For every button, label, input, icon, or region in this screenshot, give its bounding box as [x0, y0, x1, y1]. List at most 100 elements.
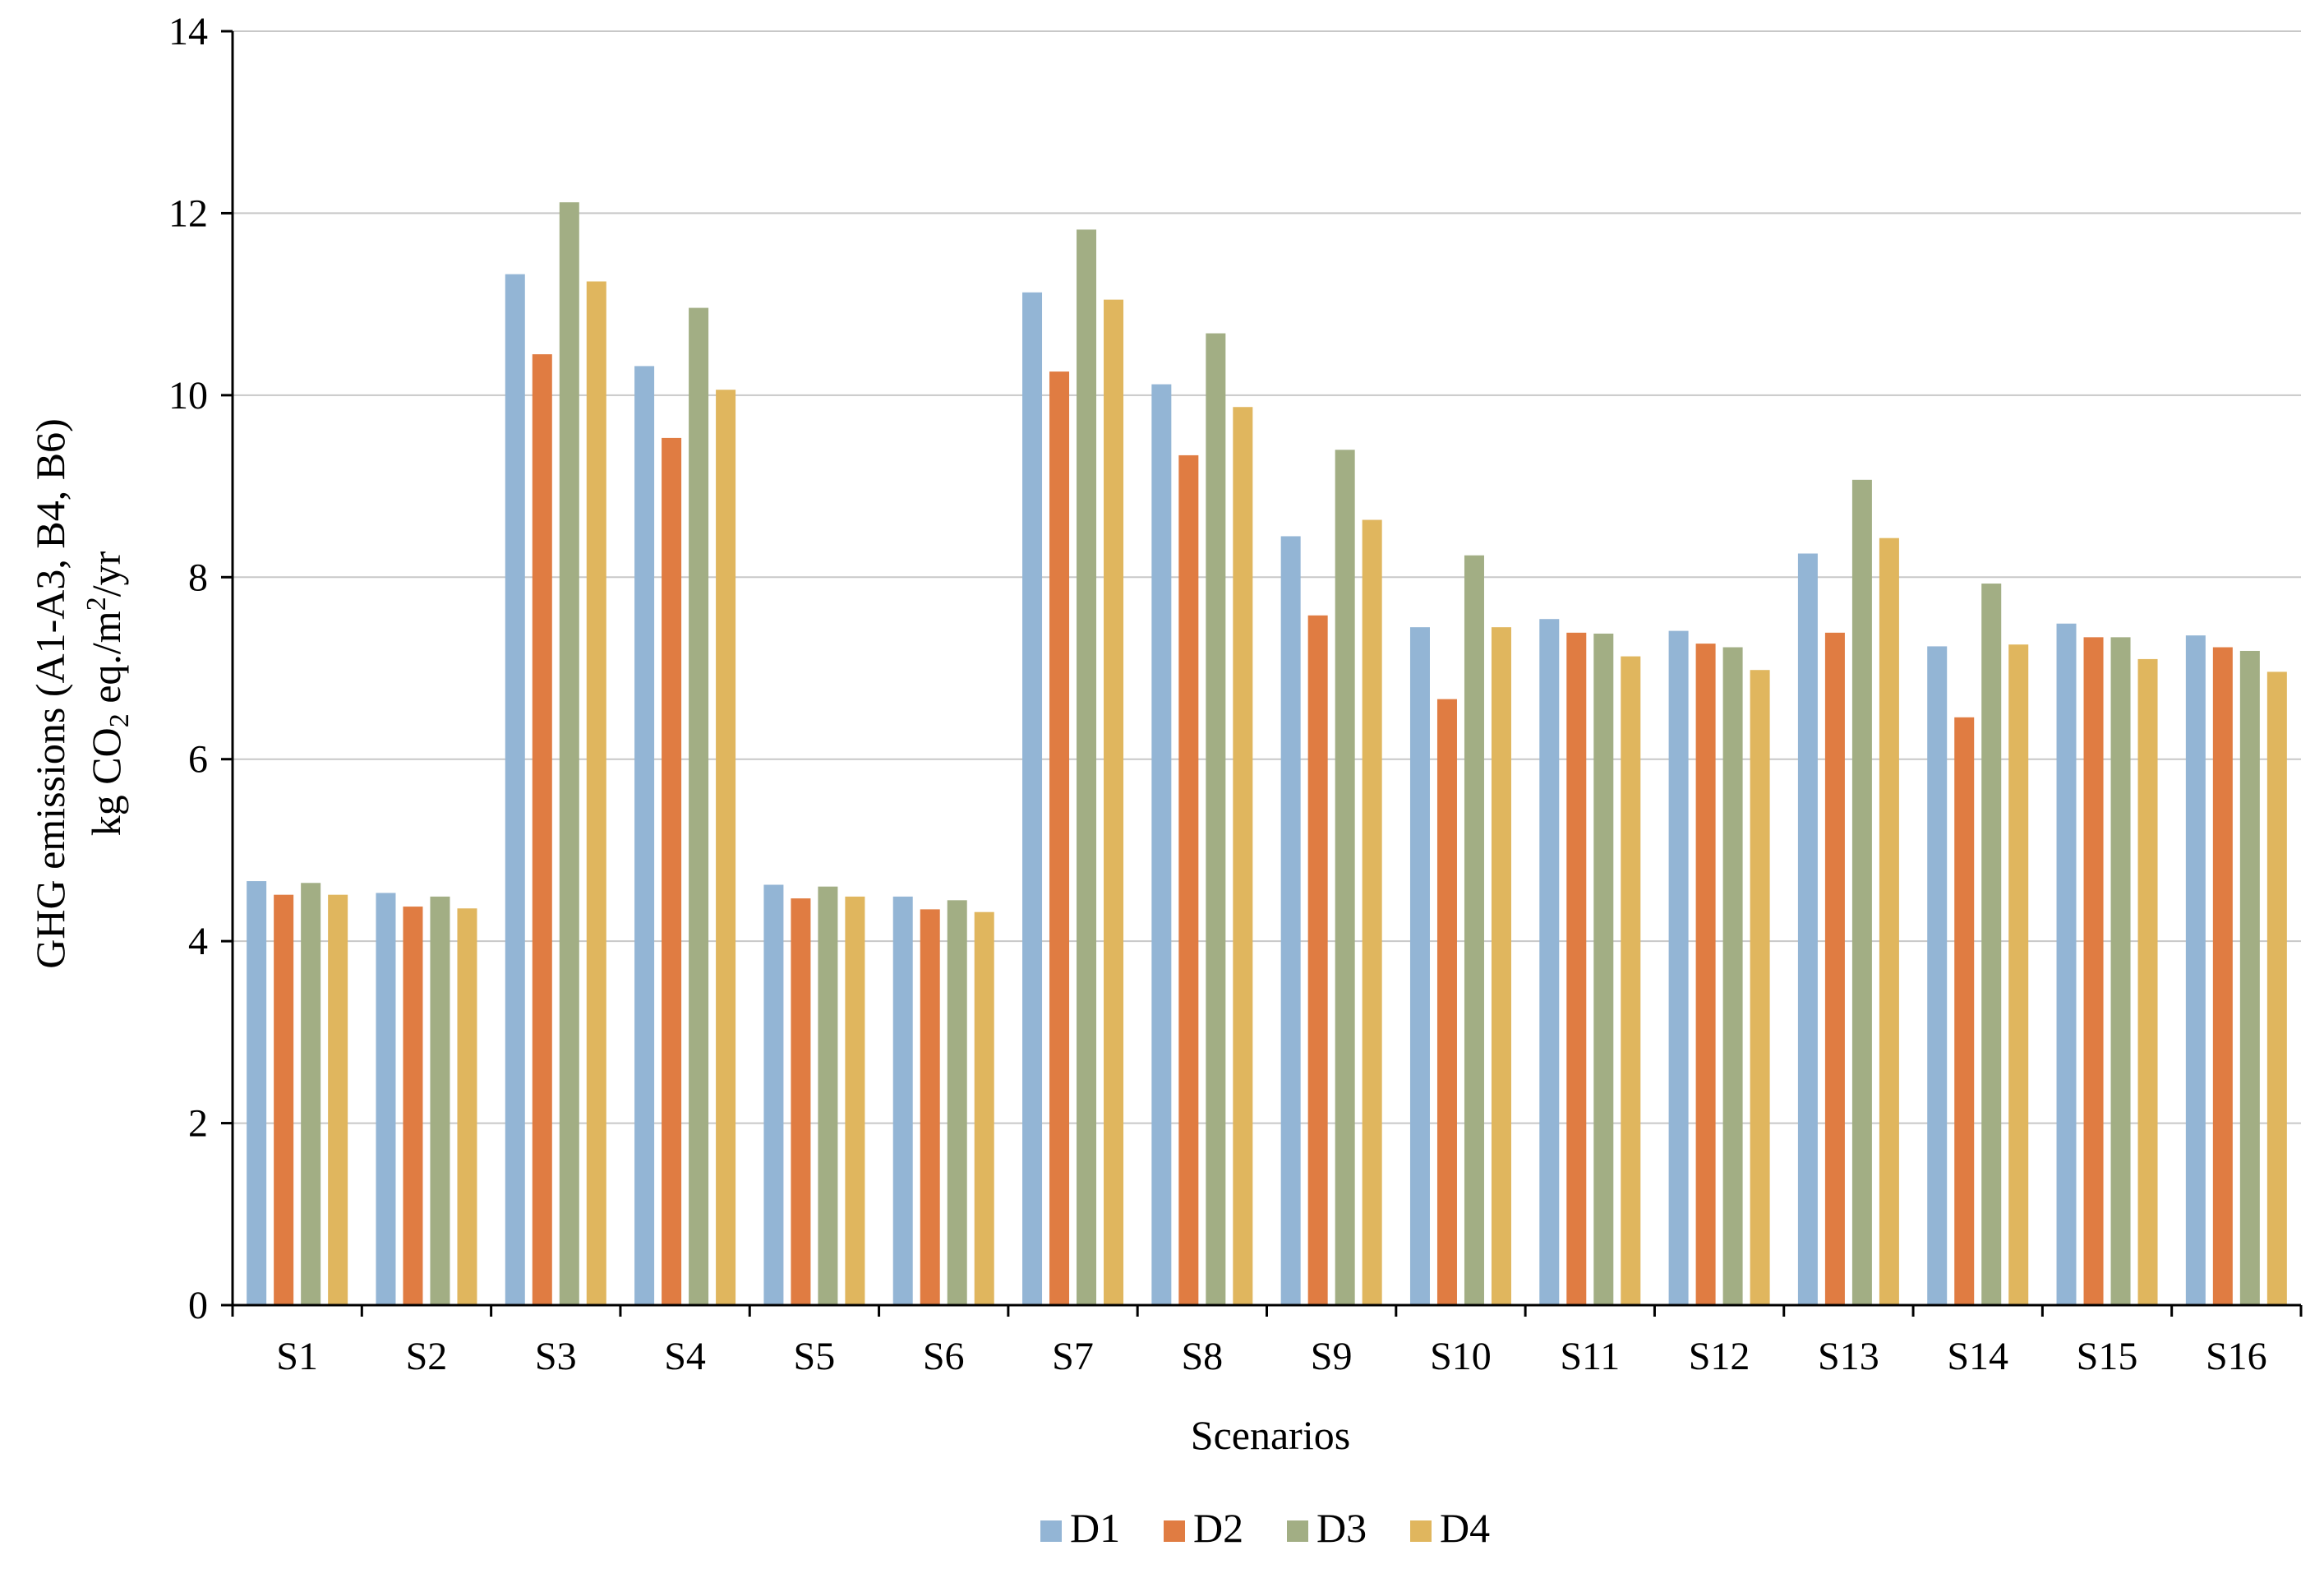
legend-swatch-D4 [1410, 1520, 1432, 1542]
bar-D4-S9 [1362, 519, 1382, 1305]
bar-D4-S10 [1491, 627, 1511, 1305]
bar-D4-S8 [1233, 407, 1253, 1305]
x-tick-label: S10 [1430, 1335, 1492, 1378]
bar-D3-S16 [2239, 650, 2260, 1305]
bar-D1-S2 [376, 893, 396, 1305]
bar-D3-S12 [1722, 647, 1743, 1305]
x-tick-label: S15 [2077, 1335, 2138, 1378]
y-tick-label: 8 [188, 556, 208, 599]
bar-D2-S2 [403, 907, 423, 1305]
bar-D1-S16 [2185, 635, 2206, 1305]
bar-D4-S13 [1879, 538, 1899, 1305]
bar-D3-S3 [559, 202, 579, 1306]
bar-D3-S6 [947, 900, 967, 1305]
legend: D1 D2 D3 D4 [1040, 1505, 1490, 1551]
x-tick-label: S12 [1689, 1335, 1750, 1378]
bar-D2-S9 [1307, 615, 1328, 1305]
bar-D3-S4 [689, 307, 709, 1306]
x-tick-label: S14 [1947, 1335, 2008, 1378]
bar-D3-S11 [1593, 633, 1614, 1305]
bar-D3-S8 [1206, 333, 1226, 1306]
bar-D1-S6 [892, 896, 913, 1305]
bar-D1-S12 [1668, 630, 1689, 1305]
y-tick-label: 4 [188, 920, 208, 963]
bar-D3-S10 [1464, 555, 1484, 1305]
bar-D3-S5 [818, 886, 838, 1305]
y-tick-label: 12 [168, 191, 208, 235]
bar-D4-S7 [1104, 299, 1124, 1305]
bar-D3-S14 [1981, 584, 2002, 1305]
bar-D4-S1 [328, 894, 348, 1305]
bar-D3-S7 [1077, 229, 1097, 1305]
bar-D2-S4 [662, 437, 682, 1306]
bar-D3-S9 [1335, 450, 1355, 1306]
x-tick-label: S16 [2206, 1335, 2267, 1378]
x-tick-label: S6 [923, 1335, 965, 1378]
bar-D2-S5 [791, 898, 811, 1305]
x-tick-label: S1 [276, 1335, 318, 1378]
y-tick-label: 14 [168, 10, 208, 53]
x-tick-label: S13 [1818, 1335, 1879, 1378]
x-tick-label: S8 [1181, 1335, 1223, 1378]
bar-D4-S3 [586, 281, 606, 1305]
y-axis-title-line1: GHG emissions (A1-A3, B4, B6) [27, 418, 73, 968]
x-tick-label: S5 [794, 1335, 836, 1378]
bar-D1-S7 [1022, 292, 1043, 1305]
bar-D3-S2 [430, 896, 450, 1305]
bar-D2-S13 [1824, 632, 1845, 1305]
bar-D2-S15 [2083, 637, 2104, 1305]
bar-D3-S15 [2110, 637, 2131, 1305]
bar-D2-S10 [1436, 699, 1457, 1305]
bar-D1-S13 [1797, 553, 1818, 1305]
bar-D1-S9 [1280, 536, 1301, 1305]
bar-D1-S1 [247, 881, 267, 1305]
bar-D3-S13 [1851, 479, 1872, 1305]
bar-D2-S11 [1566, 632, 1587, 1305]
legend-swatch-D2 [1164, 1520, 1185, 1542]
legend-swatch-D1 [1040, 1520, 1062, 1542]
y-tick-label: 2 [188, 1102, 208, 1146]
legend-label-D2: D2 [1193, 1505, 1243, 1551]
bar-D4-S14 [2008, 644, 2029, 1305]
bar-D1-S10 [1409, 627, 1430, 1305]
bar-D4-S12 [1750, 670, 1770, 1305]
x-tick-label: S7 [1052, 1335, 1094, 1378]
y-tick-label: 0 [188, 1284, 208, 1327]
y-axis-title: GHG emissions (A1-A3, B4, B6) kg CO2 eq.… [27, 418, 135, 968]
bar-D4-S5 [845, 896, 865, 1305]
bar-D4-S15 [2137, 658, 2158, 1305]
bars [247, 202, 2287, 1306]
bar-D1-S5 [763, 884, 784, 1305]
y-axis-ticks: 0 2 4 6 8 10 12 14 [168, 10, 233, 1327]
bar-D2-S6 [920, 909, 940, 1305]
bar-D2-S3 [532, 354, 552, 1306]
legend-swatch-D3 [1287, 1520, 1308, 1542]
bar-D1-S15 [2056, 623, 2077, 1305]
x-tick-label: S3 [535, 1335, 577, 1378]
bar-D2-S12 [1695, 644, 1716, 1305]
x-axis-ticks: S1 S2 S3 S4 S5 S6 S7 S8 S9 S10 S11 S12 S13 S14 S15 S16 [231, 1305, 2303, 1378]
bar-D4-S2 [457, 908, 477, 1305]
bar-D2-S16 [2212, 647, 2233, 1305]
legend-label-D4: D4 [1440, 1505, 1490, 1551]
bar-D3-S1 [301, 883, 321, 1305]
bar-D1-S11 [1539, 619, 1560, 1305]
bar-D1-S14 [1927, 646, 1948, 1305]
bar-D4-S4 [716, 390, 736, 1305]
bar-D4-S16 [2266, 671, 2287, 1305]
x-axis-title: Scenarios [1191, 1412, 1350, 1458]
y-tick-label: 6 [188, 738, 208, 782]
x-tick-label: S11 [1560, 1335, 1620, 1378]
bar-D2-S1 [274, 894, 294, 1305]
bar-D2-S14 [1954, 717, 1975, 1305]
bar-D2-S7 [1049, 371, 1070, 1306]
y-axis-title-line2: kg CO2 eq./m2/yr [81, 551, 135, 836]
bar-D4-S11 [1621, 656, 1641, 1305]
legend-label-D1: D1 [1070, 1505, 1120, 1551]
legend-label-D3: D3 [1316, 1505, 1367, 1551]
y-tick-label: 10 [168, 374, 208, 418]
x-tick-label: S2 [406, 1335, 448, 1378]
bar-D4-S6 [974, 911, 994, 1305]
bar-D2-S8 [1178, 454, 1199, 1305]
bar-D1-S4 [634, 366, 655, 1305]
